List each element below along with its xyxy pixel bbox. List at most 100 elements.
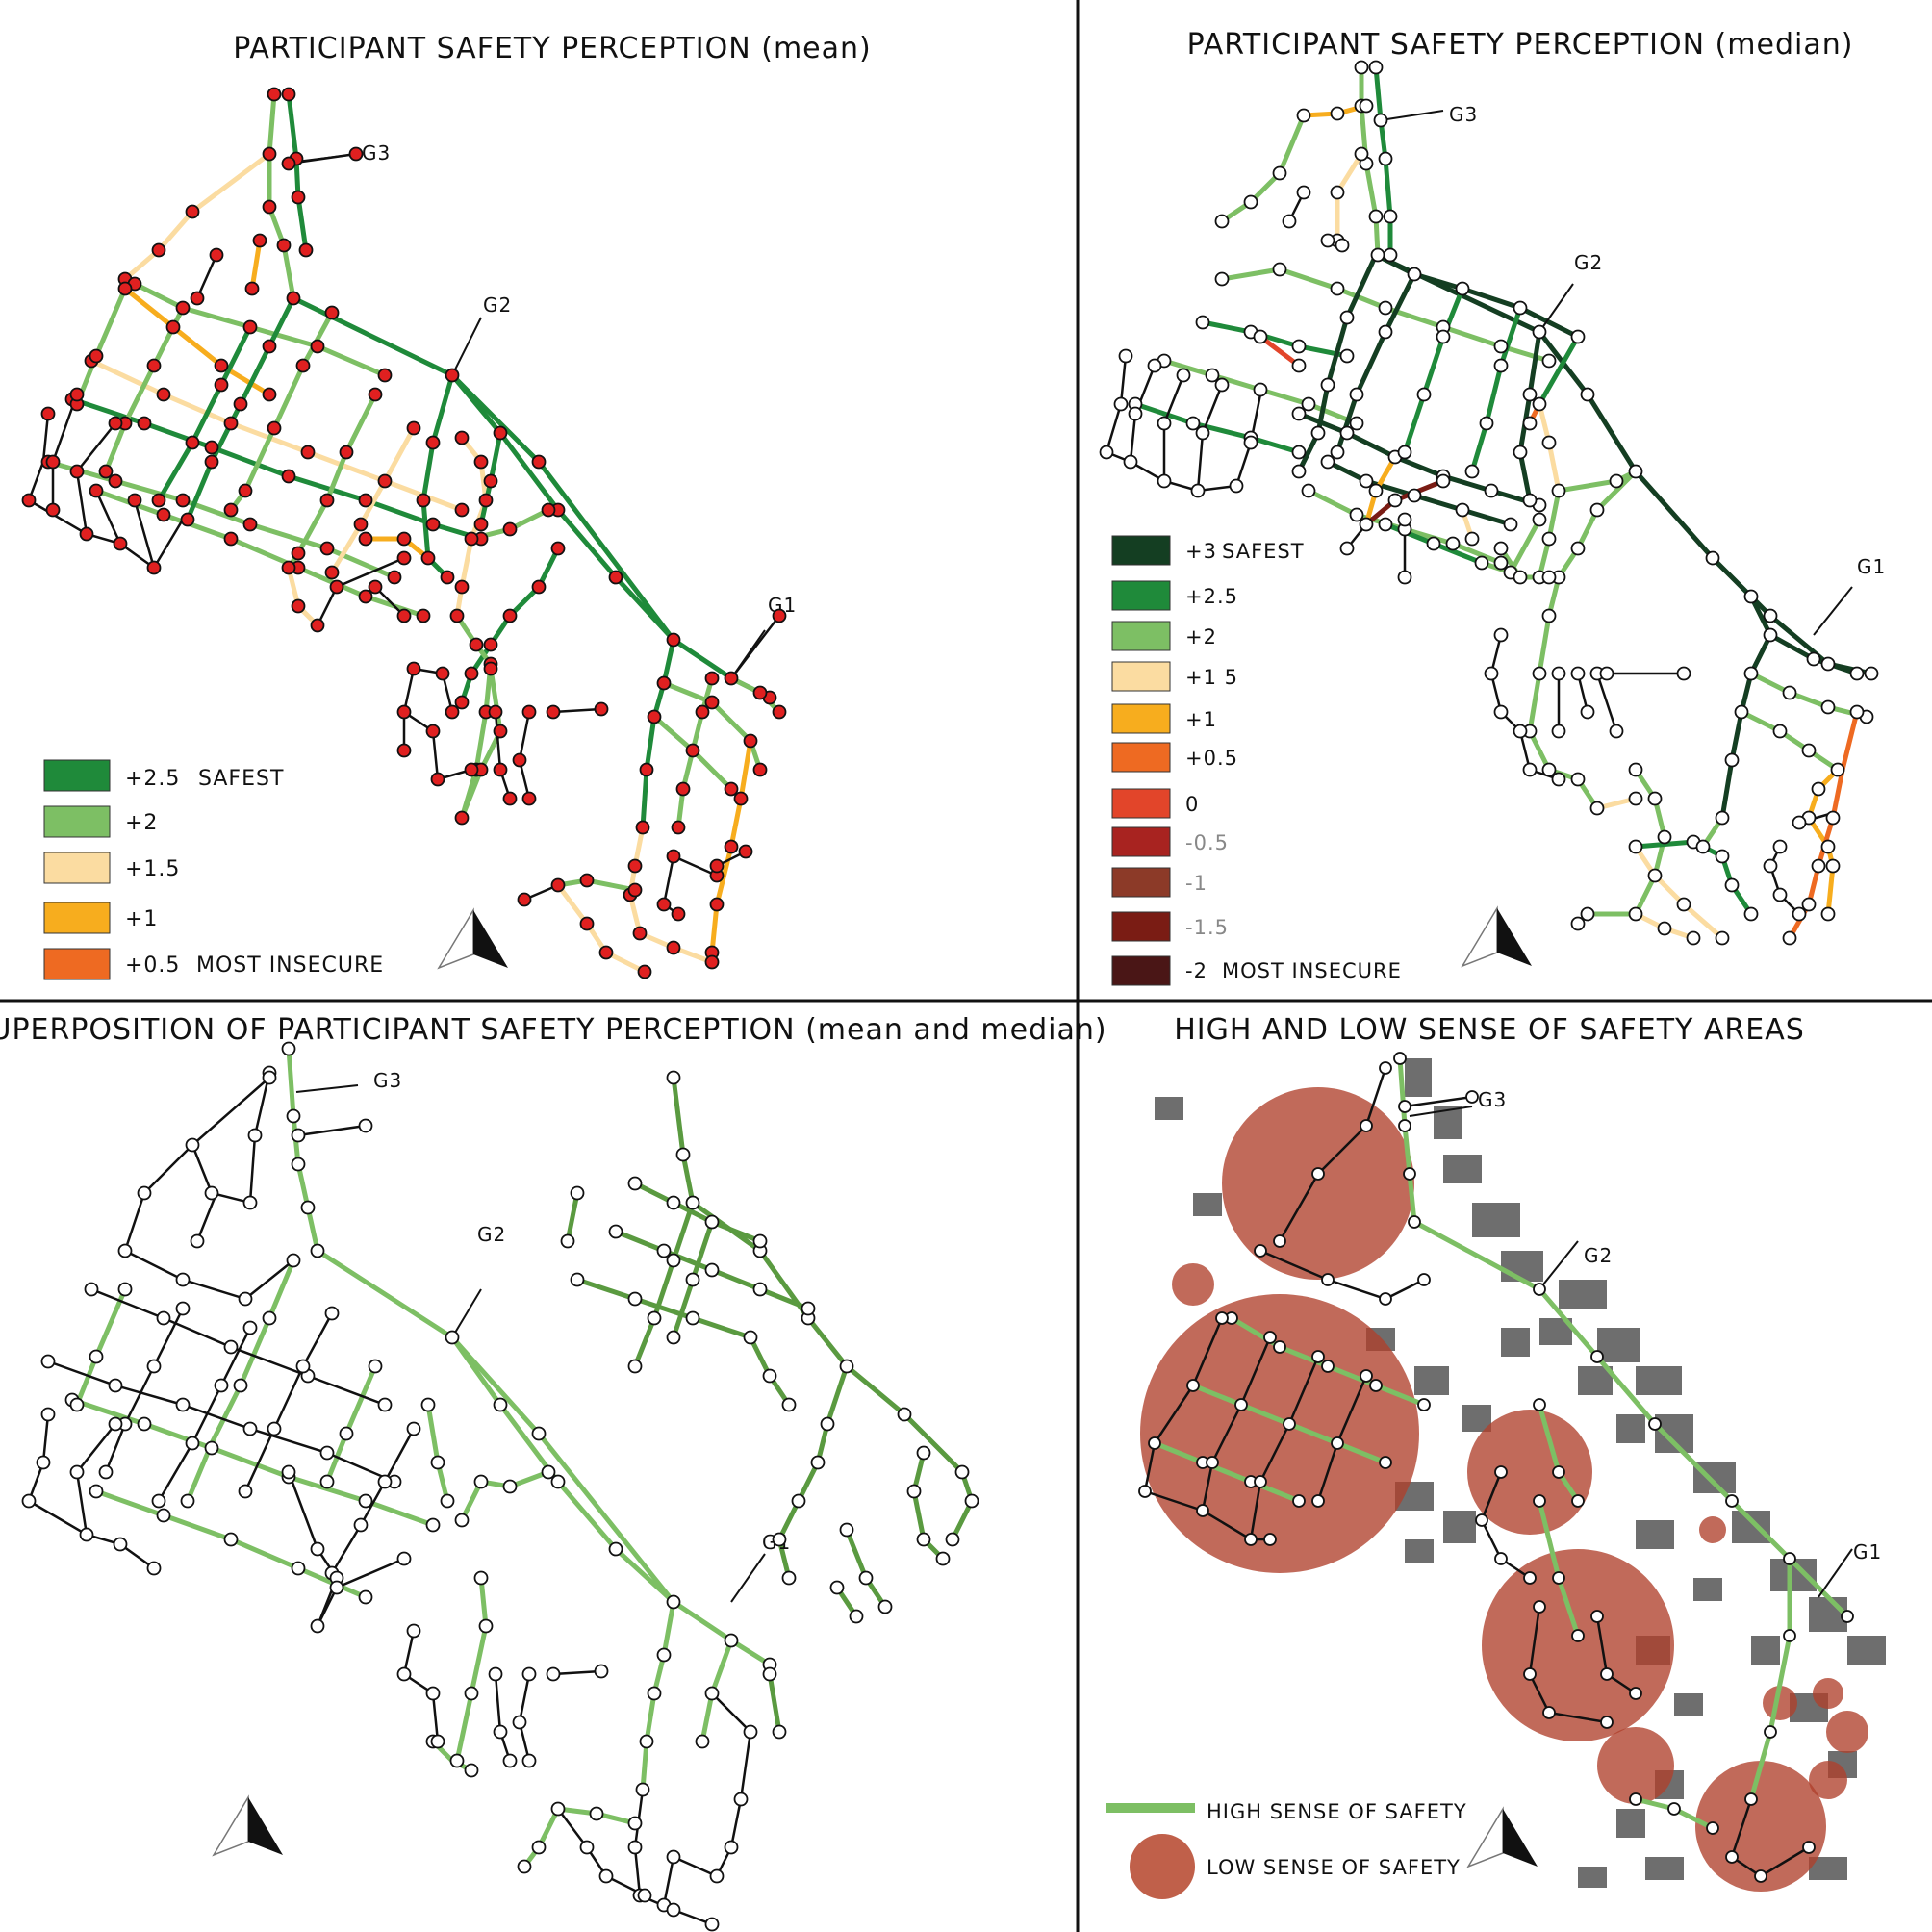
- survey-node: [704, 1214, 720, 1230]
- survey-node: [704, 1686, 720, 1701]
- survey-node: [598, 945, 614, 960]
- survey-node: [425, 1686, 441, 1701]
- street-segment: [556, 1807, 647, 1897]
- survey-node: [329, 1580, 344, 1595]
- survey-node: [454, 695, 470, 710]
- building: [1693, 1578, 1722, 1601]
- survey-node: [1335, 238, 1350, 253]
- survey-node: [473, 1474, 489, 1489]
- street-segment: [632, 1181, 763, 1244]
- survey-node: [1657, 921, 1672, 936]
- survey-node: [627, 882, 643, 898]
- low-safety-area: [1597, 1727, 1674, 1804]
- survey-node: [1263, 1533, 1277, 1546]
- survey-node: [1330, 281, 1345, 296]
- survey-node: [752, 1282, 768, 1297]
- survey-node: [69, 464, 85, 479]
- survey-node: [298, 242, 314, 258]
- survey-node: [1772, 724, 1788, 739]
- survey-node: [1695, 839, 1711, 854]
- survey-node: [175, 1397, 191, 1412]
- survey-node: [647, 709, 662, 724]
- street-segment: [1278, 1066, 1387, 1243]
- survey-node: [445, 704, 460, 720]
- street-segment: [1739, 709, 1841, 773]
- survey-node: [1782, 930, 1797, 946]
- survey-node: [560, 1233, 575, 1249]
- survey-node: [1783, 1629, 1796, 1642]
- survey-node: [724, 1840, 739, 1855]
- survey-node: [108, 416, 123, 431]
- survey-node: [579, 916, 595, 931]
- survey-node: [1393, 1052, 1407, 1065]
- survey-node: [1195, 425, 1210, 441]
- survey-node: [190, 1233, 205, 1249]
- survey-node: [1551, 483, 1566, 498]
- street-segment: [565, 1190, 580, 1244]
- survey-node: [1190, 483, 1206, 498]
- street-segment: [123, 1076, 271, 1253]
- street-segment: [1403, 1095, 1474, 1108]
- street-segment: [1335, 271, 1417, 455]
- survey-node: [1541, 435, 1557, 450]
- survey-node: [1398, 1100, 1411, 1113]
- survey-node: [1533, 1398, 1546, 1411]
- survey-node: [478, 493, 494, 508]
- survey-node: [1609, 724, 1624, 739]
- survey-node: [1128, 406, 1143, 421]
- survey-node: [1783, 1552, 1796, 1565]
- survey-node: [704, 671, 720, 686]
- survey-node: [1320, 377, 1335, 393]
- survey-node: [1273, 1340, 1286, 1354]
- survey-node: [1628, 762, 1643, 777]
- street-network: [27, 1046, 975, 1926]
- survey-node: [291, 598, 306, 614]
- survey-node: [1349, 416, 1364, 431]
- survey-node: [1820, 699, 1836, 715]
- legend-value: +1.5: [125, 857, 180, 881]
- survey-node: [396, 531, 412, 547]
- survey-node: [627, 1359, 643, 1374]
- survey-node: [445, 368, 460, 383]
- survey-node: [36, 1455, 51, 1470]
- street-segment: [329, 425, 417, 575]
- street-segment: [1258, 334, 1302, 369]
- survey-node: [286, 291, 301, 306]
- survey-node: [339, 445, 354, 460]
- survey-node: [1571, 1629, 1585, 1642]
- survey-node: [752, 762, 768, 777]
- survey-node: [396, 1551, 412, 1566]
- survey-node: [233, 1378, 248, 1393]
- survey-node: [89, 348, 104, 364]
- gate-markers: [295, 1084, 766, 1603]
- survey-node: [839, 1522, 854, 1538]
- survey-node: [1801, 743, 1817, 758]
- survey-node: [406, 420, 421, 436]
- survey-node: [310, 618, 325, 633]
- survey-node: [531, 454, 547, 470]
- survey-node: [1243, 435, 1258, 450]
- survey-node: [1263, 1331, 1277, 1344]
- street-segment: [574, 1277, 753, 1340]
- panel-areas: HIGH AND LOW SENSE OF SAFETY AREAS: [1106, 1013, 1886, 1899]
- survey-node: [1493, 627, 1509, 643]
- survey-node: [1811, 781, 1826, 797]
- survey-node: [493, 1724, 508, 1740]
- survey-node: [781, 1570, 797, 1586]
- survey-node: [1523, 1667, 1537, 1681]
- low-safety-area: [1222, 1087, 1414, 1280]
- street-segment: [555, 882, 648, 975]
- survey-node: [406, 1623, 421, 1639]
- survey-node: [820, 1416, 835, 1432]
- building: [1414, 1366, 1449, 1395]
- survey-node: [512, 1715, 527, 1730]
- survey-node: [656, 675, 672, 691]
- survey-node: [348, 146, 364, 162]
- survey-node: [772, 704, 787, 720]
- survey-node: [521, 1753, 537, 1768]
- street-segment: [195, 1191, 218, 1243]
- legend-note: SAFEST: [1222, 540, 1305, 563]
- gate-label-g3: G3: [373, 1069, 402, 1092]
- survey-node: [1292, 1494, 1306, 1508]
- legend-circle-swatch: [1130, 1834, 1195, 1899]
